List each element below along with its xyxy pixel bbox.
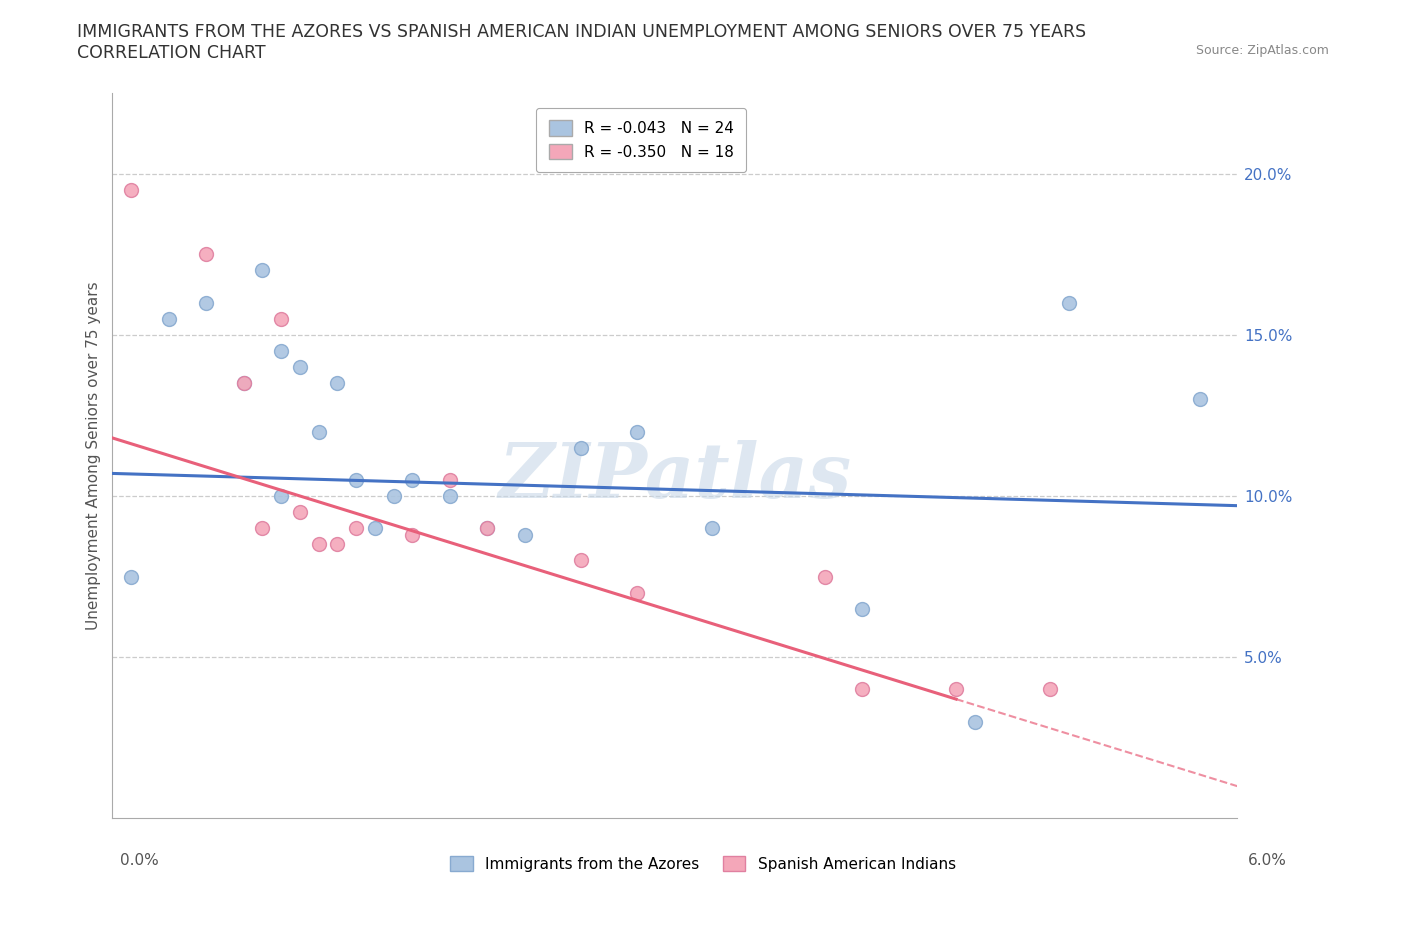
Text: CORRELATION CHART: CORRELATION CHART [77,44,266,61]
Point [308,537,330,551]
Point [270,488,292,503]
Point [308,424,330,439]
Point [252,521,274,536]
Point [1057,295,1080,310]
Point [401,527,423,542]
Point [963,714,986,729]
Legend: Immigrants from the Azores, Spanish American Indians: Immigrants from the Azores, Spanish Amer… [444,849,962,878]
Text: IMMIGRANTS FROM THE AZORES VS SPANISH AMERICAN INDIAN UNEMPLOYMENT AMONG SENIORS: IMMIGRANTS FROM THE AZORES VS SPANISH AM… [77,23,1087,41]
Point [344,521,367,536]
Point [326,537,349,551]
Point [1039,682,1062,697]
Point [814,569,837,584]
Point [270,343,292,358]
Point [477,521,499,536]
Point [157,312,180,326]
Point [513,527,536,542]
Point [195,246,218,261]
Point [477,521,499,536]
Point [439,472,461,487]
Point [1188,392,1211,406]
Point [252,263,274,278]
Point [702,521,724,536]
Point [288,360,311,375]
Y-axis label: Unemployment Among Seniors over 75 years: Unemployment Among Seniors over 75 years [86,282,101,630]
Text: Source: ZipAtlas.com: Source: ZipAtlas.com [1195,44,1329,57]
Text: 0.0%: 0.0% [120,853,159,868]
Text: ZIPatlas: ZIPatlas [498,441,852,514]
Point [569,553,592,568]
Point [851,682,873,697]
Point [195,295,218,310]
Point [626,424,648,439]
Point [344,472,367,487]
Point [851,602,873,617]
Point [232,376,254,391]
Point [945,682,967,697]
Point [288,505,311,520]
Point [401,472,423,487]
Text: 6.0%: 6.0% [1247,853,1286,868]
Legend: R = -0.043   N = 24, R = -0.350   N = 18: R = -0.043 N = 24, R = -0.350 N = 18 [537,108,745,172]
Point [364,521,387,536]
Point [626,585,648,600]
Point [270,312,292,326]
Point [382,488,405,503]
Point [326,376,349,391]
Point [120,182,142,197]
Point [232,376,254,391]
Point [569,440,592,455]
Point [439,488,461,503]
Point [120,569,142,584]
